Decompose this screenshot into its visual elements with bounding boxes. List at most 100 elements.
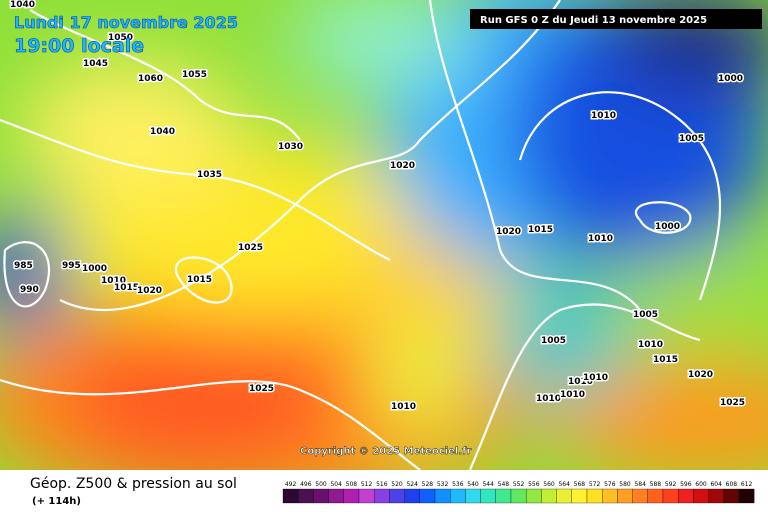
colorbar-swatch [586, 488, 603, 504]
isobar-label: 1025 [720, 398, 745, 408]
isobar-label: 1040 [150, 127, 175, 137]
colorbar-swatch [298, 488, 314, 504]
isobar-label: 1010 [568, 377, 593, 387]
isobar-label: 1030 [278, 142, 303, 152]
colorbar-label: 572 [589, 481, 601, 488]
isobar-label: 1020 [688, 370, 713, 380]
colorbar-label: 564 [558, 481, 570, 488]
forecast-date: Lundi 17 novembre 2025 [14, 13, 238, 32]
colorbar-swatch [450, 488, 466, 504]
isobar-label: 1025 [238, 243, 263, 253]
colorbar-swatch [419, 488, 436, 504]
isobar-label: 1010 [591, 111, 616, 121]
isobar [0, 378, 421, 471]
isobar-label: 1010 [391, 402, 416, 412]
isobar-label: 1020 [390, 161, 415, 171]
isobar-label: 1005 [541, 336, 566, 346]
isobar-label: 1000 [655, 222, 680, 232]
isobar-labels: 1040 1050 1045 1060 1055 1040 1030 1035 1020 1025… [9, 0, 747, 414]
isobar-label: 1050 [108, 33, 133, 43]
isobar-label: 990 [20, 285, 39, 295]
colorbar-swatch [541, 488, 557, 504]
isobar [518, 91, 721, 301]
colorbar-swatch [617, 488, 633, 504]
colorbar-swatch [708, 488, 724, 504]
colorbar-swatch [374, 488, 390, 504]
footer-title: Géop. Z500 & pression au sol [30, 476, 237, 492]
isobars [0, 0, 721, 471]
colorbar-swatch [602, 488, 618, 504]
colorbar-swatch [404, 488, 420, 504]
colorbar-label: 532 [437, 481, 449, 488]
isobar-label: 1010 [588, 234, 613, 244]
isobar-label: 1010 [560, 390, 585, 400]
colorbar-label: 500 [315, 481, 327, 488]
colorbar-label: 576 [604, 481, 616, 488]
isobar [29, 9, 301, 141]
colorbar-swatch [526, 488, 542, 504]
colorbar-swatch [647, 488, 664, 504]
colorbar-swatch [738, 488, 755, 504]
colorbar-swatch [343, 488, 360, 504]
colorbar-swatch [693, 488, 709, 504]
forecast-time: 19:00 locale [14, 35, 144, 57]
colorbar-label: 492 [285, 481, 297, 488]
isobar-label: 1010 [536, 394, 561, 404]
colorbar-swatch [465, 488, 481, 504]
isobar-label: 1010 [583, 373, 608, 383]
isobar-label: 1015 [528, 225, 553, 235]
colorbar: 492 496 500 504 508 512 516 520 524 528 532 536 540 5… [282, 481, 755, 504]
isobar-label: 1015 [114, 283, 139, 293]
colorbar-label: 600 [695, 481, 707, 488]
colorbar-label: 504 [330, 481, 342, 488]
colorbar-label: 556 [528, 481, 540, 488]
isobar-label: 1055 [182, 70, 207, 80]
colorbar-label: 560 [543, 481, 555, 488]
colorbar-label: 520 [391, 481, 403, 488]
colorbar-label: 536 [452, 481, 464, 488]
isobar-label: 1010 [101, 276, 126, 286]
colorbar-label: 604 [710, 481, 722, 488]
colorbar-swatch [328, 488, 344, 504]
colorbar-swatch [571, 488, 588, 504]
colorbar-label: 508 [346, 481, 358, 488]
isobar [635, 201, 692, 234]
colorbar-label: 528 [422, 481, 434, 488]
isobar-label: 985 [14, 261, 33, 271]
colorbar-label: 584 [634, 481, 646, 488]
colorbar-swatch [632, 488, 648, 504]
colorbar-swatch [434, 488, 451, 504]
colorbar-label: 524 [406, 481, 418, 488]
footer-subtitle: (+ 114h) [32, 496, 81, 507]
isobar-label: 1020 [496, 227, 521, 237]
colorbar-label: 512 [361, 481, 373, 488]
colorbar-swatch [662, 488, 679, 504]
isobar-label: 1020 [137, 286, 162, 296]
isobar [3, 241, 51, 308]
colorbar-swatch [358, 488, 375, 504]
colorbar-label: 548 [498, 481, 510, 488]
colorbar-swatch [313, 488, 329, 504]
colorbar-swatch [678, 488, 694, 504]
isobar-label: 1035 [197, 170, 222, 180]
colorbar-swatch [723, 488, 740, 504]
isobar-label: 1025 [249, 384, 274, 394]
isobar-label: 1015 [187, 275, 212, 285]
colorbar-swatch [480, 488, 496, 504]
colorbar-swatch [556, 488, 572, 504]
colorbar-label: 552 [513, 481, 525, 488]
colorbar-label: 540 [467, 481, 479, 488]
isobar-label: 1010 [638, 340, 663, 350]
isobar-label: 1015 [653, 355, 678, 365]
isobar [59, 0, 561, 312]
colorbar-label: 608 [726, 481, 738, 488]
run-info: Run GFS 0 Z du Jeudi 13 novembre 2025 [480, 15, 707, 26]
colorbar-swatch [495, 488, 512, 504]
colorbar-swatch [282, 488, 299, 504]
colorbar-label: 588 [650, 481, 662, 488]
isobar-label: 1040 [10, 0, 35, 10]
colorbar-label: 592 [665, 481, 677, 488]
